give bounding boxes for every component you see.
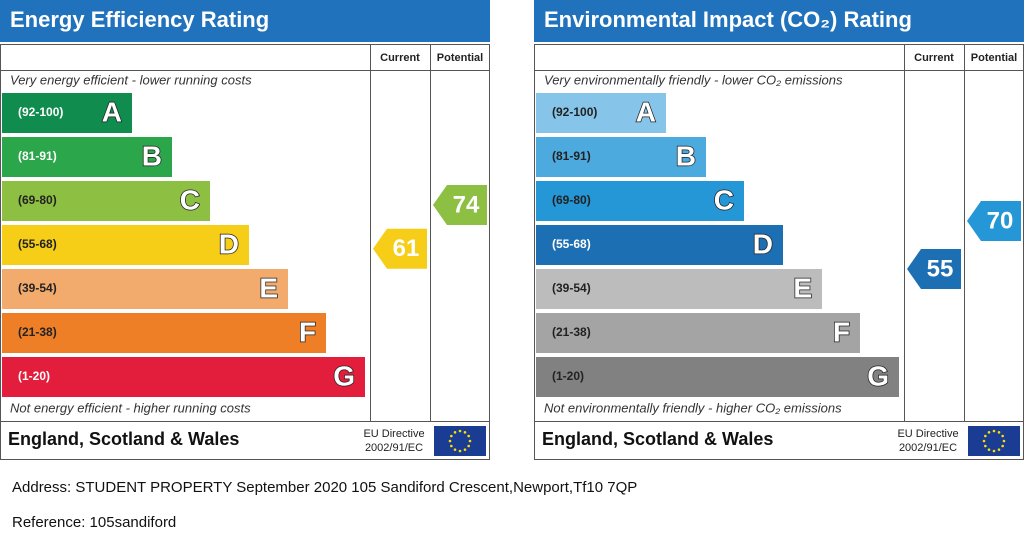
eu-star: [450, 444, 453, 448]
eu-star: [1002, 439, 1006, 443]
eu-star: [468, 439, 472, 443]
band-bar: [2, 93, 132, 133]
band-bar: [536, 137, 706, 177]
eu-directive: EU Directive: [897, 428, 958, 440]
eu-star: [987, 431, 991, 434]
footer-region: England, Scotland & Wales: [542, 429, 773, 449]
band-letter: E: [793, 272, 812, 303]
potential-arrow: [967, 201, 1021, 241]
band-letter: A: [636, 96, 656, 127]
top-note: Very environmentally friendly - lower CO…: [544, 72, 843, 87]
eu-star: [984, 444, 987, 448]
band-range: (81-91): [18, 149, 57, 163]
bottom-note: Not energy efficient - higher running co…: [10, 400, 251, 415]
band-bar: [2, 137, 172, 177]
current-rating: 55: [927, 255, 954, 282]
eu-star: [463, 431, 467, 434]
band-letter: G: [333, 360, 355, 391]
band-range: (21-38): [18, 325, 57, 339]
eu-star: [982, 439, 986, 443]
band-bar: [2, 225, 249, 265]
eu-star: [997, 448, 1001, 451]
band-letter: E: [259, 272, 278, 303]
current-arrow: [373, 228, 427, 269]
band-letter: G: [867, 360, 889, 391]
panel-title: Environmental Impact (CO₂) Rating: [544, 7, 912, 32]
current-header: Current: [914, 52, 954, 64]
eu-star: [987, 448, 991, 451]
eu-directive: EU Directive: [363, 428, 424, 440]
band-range: (39-54): [552, 281, 591, 295]
eu-star: [458, 449, 462, 453]
eu-star: [467, 444, 470, 448]
title-bar: [0, 0, 490, 42]
eu-star: [1001, 444, 1004, 448]
band-letter: D: [219, 228, 239, 259]
bottom-note: Not environmentally friendly - higher CO…: [544, 400, 842, 415]
potential-header: Potential: [437, 52, 483, 64]
eu-directive-code: 2002/91/EC: [365, 442, 423, 454]
potential-arrow: [433, 185, 487, 225]
band-letter: B: [676, 140, 696, 171]
current-rating: 61: [393, 235, 420, 262]
eu-star: [992, 449, 996, 453]
band-range: (81-91): [552, 149, 591, 163]
band-letter: B: [142, 140, 162, 171]
footer-region: England, Scotland & Wales: [8, 429, 239, 449]
band-bar: [2, 357, 365, 397]
band-range: (39-54): [18, 281, 57, 295]
band-range: (69-80): [552, 193, 591, 207]
band-range: (1-20): [552, 369, 584, 383]
band-range: (92-100): [18, 105, 63, 119]
band-bar: [536, 93, 666, 133]
band-range: (21-38): [552, 325, 591, 339]
band-bar: [2, 269, 288, 309]
band-letter: F: [833, 316, 850, 347]
band-bar: [536, 357, 899, 397]
band-bar: [536, 181, 744, 221]
eu-star: [463, 448, 467, 451]
eu-directive-code: 2002/91/EC: [899, 442, 957, 454]
band-bar: [536, 269, 822, 309]
eu-star: [458, 429, 462, 433]
band-range: (69-80): [18, 193, 57, 207]
band-letter: F: [299, 316, 316, 347]
eu-star: [1001, 434, 1004, 438]
eu-star: [453, 448, 457, 451]
eu-star: [992, 429, 996, 433]
potential-rating: 74: [453, 191, 480, 218]
panel-title: Energy Efficiency Rating: [10, 7, 269, 32]
band-range: (55-68): [18, 237, 57, 251]
band-letter: A: [102, 96, 122, 127]
band-bar: [536, 225, 783, 265]
top-note: Very energy efficient - lower running co…: [10, 72, 252, 87]
band-letter: C: [714, 184, 734, 215]
current-header: Current: [380, 52, 420, 64]
address: Address: STUDENT PROPERTY September 2020…: [12, 479, 637, 496]
band-bar: [2, 313, 326, 353]
eu-star: [448, 439, 452, 443]
panel-border: [0, 44, 490, 460]
band-letter: C: [180, 184, 200, 215]
band-range: (55-68): [552, 237, 591, 251]
eu-star: [467, 434, 470, 438]
current-arrow: [907, 249, 961, 289]
title-bar: [534, 0, 1024, 42]
potential-header: Potential: [971, 52, 1017, 64]
band-range: (1-20): [18, 369, 50, 383]
reference: Reference: 105sandiford: [12, 514, 176, 531]
potential-rating: 70: [987, 207, 1014, 234]
band-letter: D: [753, 228, 773, 259]
band-bar: [536, 313, 860, 353]
eu-star: [997, 431, 1001, 434]
eu-star: [450, 434, 453, 438]
band-range: (92-100): [552, 105, 597, 119]
band-bar: [2, 181, 210, 221]
eu-star: [984, 434, 987, 438]
eu-star: [453, 431, 457, 434]
